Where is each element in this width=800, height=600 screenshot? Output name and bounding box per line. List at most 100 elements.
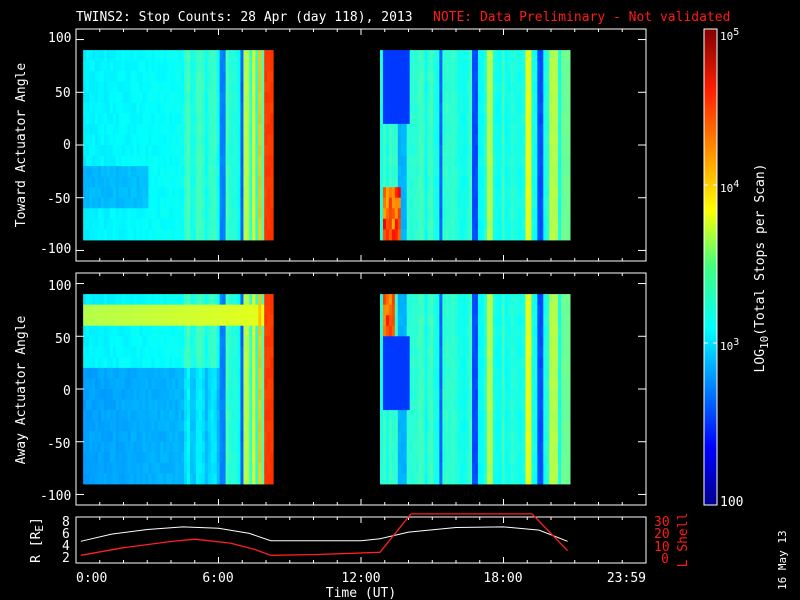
heatmap-cell — [270, 462, 274, 474]
heatmap-cell — [430, 218, 434, 230]
heatmap-cell — [142, 294, 146, 306]
heatmap-cell — [228, 145, 233, 157]
heatmap-cell — [454, 218, 458, 230]
heatmap-cell — [409, 60, 414, 72]
heatmap-cell — [427, 473, 431, 485]
heatmap-cell — [249, 218, 253, 230]
xtick-0600: 6:00 — [202, 571, 233, 586]
heatmap-cell — [109, 176, 114, 188]
heatmap-cell — [109, 197, 114, 209]
heatmap-cell — [115, 92, 120, 104]
heatmap-cell — [415, 81, 420, 93]
heatmap-cell — [124, 325, 129, 337]
heatmap-cell — [403, 410, 408, 422]
heatmap-cell — [427, 134, 431, 146]
heatmap-cell — [160, 304, 164, 316]
heatmap-cell — [555, 357, 559, 369]
heatmap-cell — [460, 336, 464, 348]
heatmap-cell — [492, 452, 497, 464]
heatmap-cell — [103, 166, 108, 178]
heatmap-cell — [270, 452, 274, 464]
heatmap-cell — [397, 325, 402, 337]
heatmap-cell — [258, 60, 262, 72]
heatmap-cell — [148, 346, 152, 358]
heatmap-cell — [558, 60, 562, 72]
heatmap-cell — [231, 50, 236, 62]
heatmap-cell — [124, 145, 129, 157]
heatmap-cell — [172, 378, 176, 390]
heatmap-cell — [507, 176, 512, 188]
heatmap-cell — [451, 113, 455, 125]
heatmap-cell — [504, 123, 509, 135]
heatmap-cell — [97, 102, 102, 114]
heatmap-cell — [498, 336, 503, 348]
heatmap-cell — [222, 462, 227, 474]
heatmap-cell — [483, 166, 488, 178]
heatmap-cell — [207, 431, 212, 443]
heatmap-cell — [495, 473, 500, 485]
heatmap-cell — [463, 81, 467, 93]
heatmap-cell — [525, 102, 529, 114]
heatmap-cell — [546, 229, 550, 241]
heatmap-cell — [216, 473, 221, 485]
heatmap-cell — [181, 134, 185, 146]
heatmap-cell — [380, 113, 384, 125]
heatmap-cell — [252, 367, 256, 379]
heatmap-cell — [228, 71, 233, 83]
heatmap-cell — [492, 155, 497, 167]
heatmap-cell — [243, 197, 247, 209]
heatmap-cell — [92, 336, 96, 348]
heatmap-cell — [118, 410, 123, 422]
heatmap-cell — [564, 60, 568, 72]
heatmap-cell — [225, 218, 230, 230]
heatmap-cell — [495, 229, 500, 241]
heatmap-cell — [540, 187, 544, 199]
heatmap-cell — [240, 367, 244, 379]
heatmap-cell — [95, 166, 99, 178]
heatmap-cell — [145, 123, 149, 135]
heatmap-cell — [475, 420, 479, 432]
heatmap-cell — [543, 113, 547, 125]
heatmap-cell — [169, 399, 173, 411]
heatmap-cell — [448, 452, 452, 464]
heatmap-cell — [507, 410, 512, 422]
heatmap-cell — [418, 431, 423, 443]
heatmap-cell — [109, 452, 114, 464]
heatmap-cell — [475, 304, 479, 316]
heatmap-cell — [157, 218, 161, 230]
heatmap-cell — [454, 325, 458, 337]
heatmap-cell — [415, 187, 420, 199]
heatmap-cell — [469, 357, 473, 369]
heatmap-cell — [439, 197, 443, 209]
heatmap-cell — [472, 187, 476, 199]
heatmap-cell — [219, 473, 224, 485]
heatmap-cell — [207, 473, 212, 485]
heatmap-cell — [136, 473, 141, 485]
heatmap-cell — [555, 102, 559, 114]
heatmap-cell — [127, 473, 132, 485]
heatmap-cell — [522, 123, 526, 135]
heatmap-cell — [427, 399, 431, 411]
heatmap-cell — [427, 315, 431, 327]
heatmap-cell — [97, 473, 102, 485]
heatmap-cell — [115, 315, 120, 327]
heatmap-cell — [264, 81, 268, 93]
heatmap-cell — [106, 187, 111, 199]
heatmap-cell — [178, 123, 182, 135]
heatmap-cell — [457, 92, 461, 104]
heatmap-cell — [415, 50, 420, 62]
heatmap-cell — [252, 187, 256, 199]
heatmap-cell — [190, 60, 194, 72]
heatmap-cell — [552, 102, 556, 114]
heatmap-cell — [382, 81, 387, 93]
heatmap-cell — [136, 187, 141, 199]
heatmap-cell — [397, 113, 402, 125]
heatmap-cell — [460, 176, 464, 188]
heatmap-cell — [439, 166, 443, 178]
heatmap-cell — [181, 399, 185, 411]
heatmap-cell — [240, 187, 244, 199]
heatmap-cell — [451, 441, 455, 453]
heatmap-cell — [567, 378, 571, 390]
heatmap-cell — [528, 336, 532, 348]
heatmap-cell — [451, 71, 455, 83]
